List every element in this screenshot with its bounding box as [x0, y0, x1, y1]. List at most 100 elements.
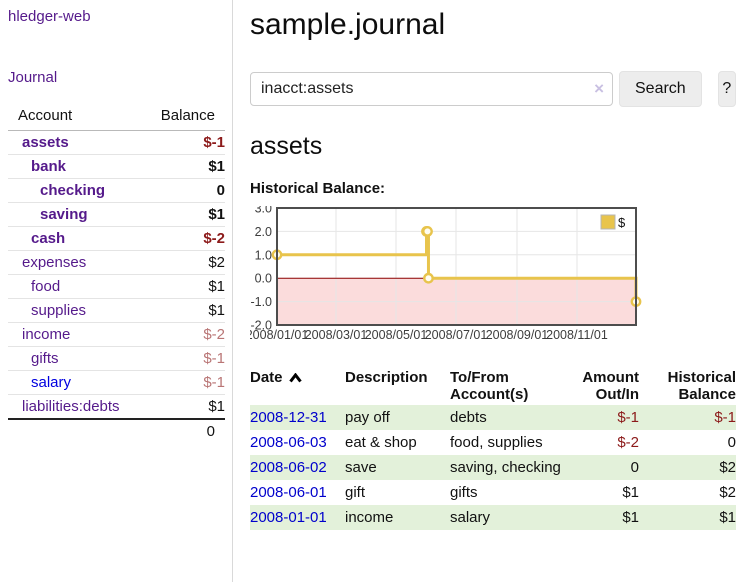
account-row: expenses $2: [8, 250, 225, 275]
register-header-balance: Historical Balance: [667, 369, 736, 403]
accounts-header-balance: Balance: [138, 103, 225, 131]
register-header-row: Date Description To/From Account(s) Amou…: [250, 367, 736, 405]
sidebar-account-link-liabilities-debts[interactable]: liabilities:debts: [22, 398, 120, 415]
main-content: sample.journal × Search ? assets Histori…: [234, 0, 742, 582]
transaction-description: eat & shop: [345, 434, 417, 451]
transaction-date-link[interactable]: 2008-12-31: [250, 409, 327, 426]
transaction-accounts: saving, checking: [450, 459, 561, 476]
account-row: checking 0: [8, 178, 225, 203]
sidebar-item-journal[interactable]: Journal: [8, 69, 58, 86]
account-balance: $-1: [138, 370, 225, 395]
transaction-amount: $1: [622, 509, 639, 526]
account-row: supplies $1: [8, 298, 225, 323]
transaction-description: save: [345, 459, 377, 476]
sidebar-account-link-food[interactable]: food: [31, 278, 61, 295]
y-axis-tick-label: -1.0: [250, 295, 272, 309]
register-header-amount: Amount Out/In: [582, 369, 639, 403]
register-row: 2008-06-03 eat & shop food, supplies $-2 0: [250, 430, 736, 455]
legend-label: $: [618, 215, 626, 230]
transaction-description: pay off: [345, 409, 390, 426]
sidebar-account-link-income[interactable]: income: [22, 326, 71, 343]
register-header-accounts: To/From Account(s): [450, 369, 529, 403]
plot-border: [276, 207, 637, 326]
help-button[interactable]: ?: [717, 71, 736, 107]
y-axis-tick-label: 1.0: [255, 248, 272, 262]
search-input[interactable]: [250, 72, 613, 106]
account-row: gifts $-1: [8, 346, 225, 371]
transaction-description: gift: [345, 484, 366, 501]
app-brand-link[interactable]: hledger-web: [8, 8, 91, 25]
account-row: saving $1: [8, 202, 225, 227]
search-form: × Search ?: [250, 71, 736, 107]
clear-search-icon[interactable]: ×: [594, 79, 604, 98]
legend-swatch: [600, 214, 616, 230]
register-header-date[interactable]: Date: [250, 367, 345, 405]
transaction-accounts: salary: [450, 509, 491, 526]
transaction-date-link[interactable]: 2008-06-03: [250, 434, 327, 451]
account-row: income $-2: [8, 322, 225, 347]
register-row: 2008-12-31 pay off debts $-1 $-1: [250, 405, 736, 430]
data-point-marker: [422, 226, 433, 237]
transaction-date-link[interactable]: 2008-06-01: [250, 484, 327, 501]
sort-ascending-icon: [288, 370, 302, 387]
transaction-accounts: gifts: [450, 484, 478, 501]
sidebar-account-link-checking[interactable]: checking: [40, 182, 106, 199]
accounts-table: Account Balance assets $-1 bank $1 checking 0…: [8, 103, 225, 443]
transaction-amount: 0: [630, 459, 639, 476]
transaction-amount: $1: [622, 484, 639, 501]
sidebar: hledger-web Journal Account Balance asse…: [0, 0, 233, 582]
transaction-amount: $-2: [617, 434, 639, 451]
account-balance: $1: [138, 274, 225, 299]
transaction-balance: $2: [719, 484, 736, 501]
account-balance: $2: [138, 250, 225, 275]
account-row: bank $1: [8, 154, 225, 179]
account-balance: $1: [138, 154, 225, 179]
register-table: Date Description To/From Account(s) Amou…: [250, 367, 736, 530]
account-row: food $1: [8, 274, 225, 299]
data-point-marker: [423, 272, 434, 284]
transaction-date-link[interactable]: 2008-01-01: [250, 509, 327, 526]
chart-title: Historical Balance:: [250, 180, 386, 197]
y-axis-tick-label: 0.0: [255, 272, 272, 286]
account-row: assets $-1: [8, 131, 225, 155]
account-row: cash $-2: [8, 226, 225, 251]
transaction-amount: $-1: [617, 409, 639, 426]
sidebar-account-link-assets[interactable]: assets: [22, 134, 69, 151]
x-axis-tick-label: 2008/07/01: [425, 328, 488, 342]
accounts-total-value: 0: [8, 418, 225, 443]
sidebar-account-link-supplies[interactable]: supplies: [31, 302, 87, 319]
transaction-balance: $1: [719, 509, 736, 526]
y-axis-tick-label: 3.0: [255, 206, 272, 216]
accounts-total-row: 0: [8, 418, 225, 443]
account-balance: $1: [138, 298, 225, 323]
sidebar-account-link-cash[interactable]: cash: [31, 230, 66, 247]
x-axis-tick-label: 2008/09/01: [486, 328, 549, 342]
transaction-balance: $-1: [714, 409, 736, 426]
register-row: 2008-01-01 income salary $1 $1: [250, 505, 736, 530]
account-row: liabilities:debts $1: [8, 394, 225, 419]
account-balance: $1: [138, 202, 225, 227]
search-button[interactable]: Search: [619, 71, 702, 107]
x-axis-tick-label: 2008/03/01: [305, 328, 368, 342]
y-axis-tick-label: 2.0: [255, 225, 272, 239]
accounts-header-account: Account: [8, 103, 139, 131]
transaction-date-link[interactable]: 2008-06-02: [250, 459, 327, 476]
x-axis-tick-label: 2008/11/01: [546, 328, 608, 342]
y-axis-tick-label: -2.0: [250, 319, 272, 333]
register-row: 2008-06-01 gift gifts $1 $2: [250, 480, 736, 505]
sidebar-account-link-bank[interactable]: bank: [31, 158, 67, 175]
account-balance: 0: [138, 178, 225, 203]
x-axis-tick-label: 2008/05/01: [365, 328, 428, 342]
account-row: salary $-1: [8, 370, 225, 395]
sidebar-account-link-gifts[interactable]: gifts: [31, 350, 59, 367]
register-header-description: Description: [345, 369, 428, 386]
account-balance: $-2: [138, 226, 225, 251]
transaction-accounts: debts: [450, 409, 487, 426]
sidebar-account-link-saving[interactable]: saving: [40, 206, 88, 223]
sidebar-account-link-salary[interactable]: salary: [31, 374, 72, 391]
x-axis-tick-label: 2008/01/01: [250, 328, 308, 342]
transaction-balance: $2: [719, 459, 736, 476]
sidebar-account-link-expenses[interactable]: expenses: [22, 254, 87, 271]
transaction-accounts: food, supplies: [450, 434, 543, 451]
